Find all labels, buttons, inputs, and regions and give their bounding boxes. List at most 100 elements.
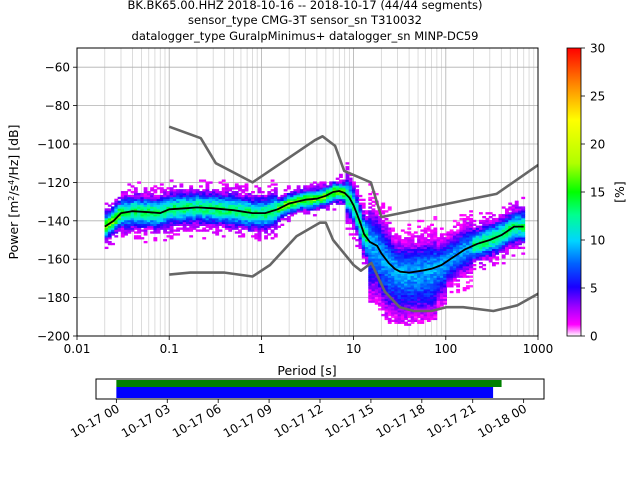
heatmap-cell [371, 217, 376, 221]
heatmap-cell [518, 235, 522, 238]
heatmap-cell [459, 214, 464, 217]
heatmap-cell [150, 225, 155, 228]
heatmap-cell [124, 206, 128, 209]
heatmap-cell [387, 281, 392, 284]
heatmap-cell [374, 192, 379, 196]
heatmap-cell [238, 196, 242, 200]
data-coverage-bar [116, 387, 494, 398]
heatmap-cell [501, 223, 506, 226]
y-axis-ticks: −200−180−160−140−120−100−80−60 [37, 61, 77, 344]
heatmap-cell [449, 250, 454, 253]
heatmap-cell [251, 202, 255, 205]
heatmap-cell [133, 198, 138, 202]
heatmap-cell [459, 262, 464, 265]
heatmap-cell [371, 221, 376, 225]
y-tick-label: −180 [37, 291, 70, 305]
heatmap-cell [280, 212, 285, 215]
heatmap-cell [198, 229, 203, 232]
heatmap-cell [137, 235, 141, 238]
heatmap-cell [433, 262, 438, 265]
heatmap-cell [254, 200, 259, 203]
heatmap-cell [449, 281, 454, 284]
heatmap-cell [387, 260, 392, 263]
heatmap-cell [378, 256, 382, 259]
heatmap-cell [436, 246, 441, 250]
heatmap-cell [485, 242, 490, 246]
heatmap-cell [169, 206, 174, 209]
heatmap-cell [449, 244, 454, 248]
heatmap-cell [426, 239, 431, 242]
heatmap-cell [420, 258, 425, 261]
heatmap-cell [163, 227, 168, 230]
heatmap-cell [234, 200, 239, 203]
heatmap-cell [404, 298, 408, 301]
heatmap-cell [430, 285, 434, 288]
heatmap-cell [251, 194, 255, 198]
heatmap-cell [273, 198, 278, 202]
heatmap-cell [462, 269, 467, 273]
heatmap-cell [280, 217, 285, 221]
heatmap-cell [378, 264, 382, 267]
heatmap-cell [309, 183, 314, 186]
heatmap-cell [205, 223, 210, 226]
heatmap-cell [355, 229, 360, 232]
heatmap-cell [189, 219, 194, 223]
heatmap-cell [345, 162, 350, 165]
heatmap-cell [417, 308, 421, 311]
heatmap-cell [146, 225, 151, 228]
heatmap-cell [433, 290, 438, 294]
heatmap-cell [228, 194, 233, 198]
heatmap-cell [439, 250, 444, 253]
heatmap-cell [407, 288, 412, 292]
heatmap-cell [169, 191, 174, 194]
heatmap-cell [514, 237, 519, 240]
heatmap-cell [358, 237, 363, 240]
heatmap-cell [433, 233, 438, 236]
heatmap-cell [368, 196, 373, 200]
heatmap-cell [264, 196, 268, 200]
heatmap-cell [443, 246, 448, 250]
heatmap-cell [371, 250, 376, 253]
heatmap-cell [133, 189, 138, 192]
heatmap-cell [251, 216, 255, 219]
heatmap-cell [443, 237, 448, 240]
heatmap-cell [449, 262, 454, 265]
heatmap-cell [514, 244, 519, 248]
heatmap-cell [417, 319, 421, 322]
heatmap-cell [205, 208, 210, 211]
heatmap-cell [426, 302, 431, 305]
heatmap-cell [352, 225, 356, 228]
heatmap-cell [120, 229, 125, 232]
heatmap-cell [426, 254, 431, 257]
heatmap-cell [117, 208, 122, 211]
heatmap-cell [426, 287, 431, 290]
heatmap-cell [124, 208, 128, 211]
heatmap-cell [322, 196, 327, 200]
x-tick-label: 10 [346, 342, 361, 356]
heatmap-cell [228, 223, 233, 226]
heatmap-cell [111, 202, 115, 205]
heatmap-cell [371, 281, 376, 284]
heatmap-cell [176, 189, 181, 192]
heatmap-cell [202, 191, 207, 194]
heatmap-cell [153, 208, 158, 211]
heatmap-cell [153, 200, 158, 203]
heatmap-cell [469, 233, 474, 236]
colorbar-gradient [566, 47, 582, 337]
heatmap-cell [218, 210, 223, 213]
heatmap-cell [293, 198, 298, 202]
heatmap-cell [365, 252, 369, 255]
heatmap-cell [117, 225, 122, 228]
heatmap-cell [394, 244, 399, 248]
heatmap-cell [384, 221, 389, 225]
heatmap-cell [267, 221, 272, 225]
heatmap-cell [329, 185, 334, 188]
heatmap-cell [439, 298, 444, 301]
heatmap-cell [508, 223, 513, 226]
heatmap-cell [384, 244, 389, 248]
heatmap-cell [205, 210, 210, 213]
heatmap-cell [397, 310, 402, 313]
heatmap-cell [446, 246, 451, 250]
heatmap-cell [267, 219, 272, 223]
heatmap-cell [462, 219, 467, 223]
